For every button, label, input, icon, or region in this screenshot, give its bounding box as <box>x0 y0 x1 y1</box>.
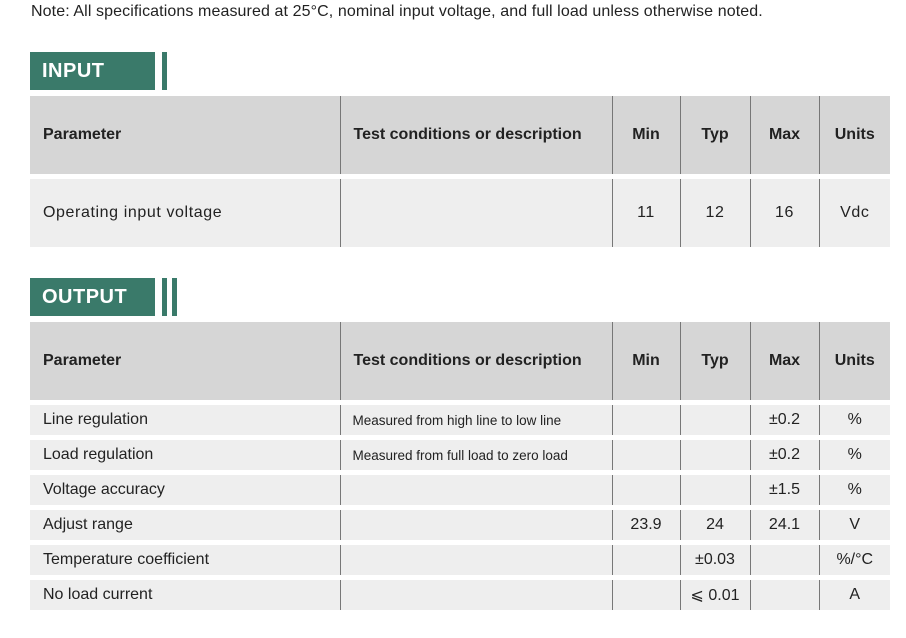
cell-typ <box>679 437 750 473</box>
table-row: Line regulation Measured from high line … <box>30 402 890 438</box>
col-header-test-conditions: Test conditions or description <box>339 96 612 177</box>
section-accent-bar <box>162 52 167 90</box>
col-header-max: Max <box>749 96 819 177</box>
table-row: No load current ⩽ 0.01 A <box>30 577 890 610</box>
cell-max: 16 <box>749 176 819 247</box>
cell-typ: ⩽ 0.01 <box>679 577 750 610</box>
cell-parameter: Temperature coefficient <box>30 542 340 578</box>
cell-typ <box>679 472 750 508</box>
cell-test-conditions <box>339 176 612 247</box>
cell-min <box>611 402 680 438</box>
cell-max <box>749 577 819 610</box>
output-section-title: OUTPUT <box>30 278 155 316</box>
col-header-typ: Typ <box>679 96 750 177</box>
col-header-units: Units <box>818 96 890 177</box>
cell-typ: 24 <box>679 507 750 543</box>
section-accent-bar <box>172 278 177 316</box>
cell-max: ±0.2 <box>749 402 819 438</box>
input-spec-table: Parameter Test conditions or description… <box>30 96 890 247</box>
cell-max: ±0.2 <box>749 437 819 473</box>
cell-parameter: Load regulation <box>30 437 340 473</box>
spec-note: Note: All specifications measured at 25°… <box>31 3 763 20</box>
col-header-parameter: Parameter <box>30 96 340 177</box>
cell-units: %/°C <box>818 542 890 578</box>
cell-test-conditions <box>339 542 612 578</box>
table-header-row: Parameter Test conditions or description… <box>30 96 890 177</box>
cell-max: 24.1 <box>749 507 819 543</box>
table-row: Load regulation Measured from full load … <box>30 437 890 473</box>
cell-parameter: No load current <box>30 577 340 610</box>
table-row: Adjust range 23.9 24 24.1 V <box>30 507 890 543</box>
cell-units: Vdc <box>818 176 890 247</box>
cell-min <box>611 577 680 610</box>
cell-units: % <box>818 472 890 508</box>
cell-parameter: Adjust range <box>30 507 340 543</box>
cell-typ <box>679 402 750 438</box>
input-section-header: INPUT <box>30 52 170 90</box>
cell-min <box>611 542 680 578</box>
output-spec-table: Parameter Test conditions or description… <box>30 322 890 610</box>
cell-test-conditions <box>339 472 612 508</box>
cell-test-conditions: Measured from full load to zero load <box>339 437 612 473</box>
cell-max: ±1.5 <box>749 472 819 508</box>
col-header-min: Min <box>611 96 680 177</box>
table-header-row: Parameter Test conditions or description… <box>30 322 890 403</box>
cell-parameter: Operating input voltage <box>30 176 340 247</box>
cell-typ: ±0.03 <box>679 542 750 578</box>
table-row: Voltage accuracy ±1.5 % <box>30 472 890 508</box>
cell-min: 23.9 <box>611 507 680 543</box>
col-header-test-conditions: Test conditions or description <box>339 322 612 403</box>
cell-test-conditions: Measured from high line to low line <box>339 402 612 438</box>
cell-max <box>749 542 819 578</box>
col-header-units: Units <box>818 322 890 403</box>
cell-test-conditions <box>339 577 612 610</box>
cell-min <box>611 472 680 508</box>
cell-min <box>611 437 680 473</box>
cell-parameter: Line regulation <box>30 402 340 438</box>
col-header-parameter: Parameter <box>30 322 340 403</box>
cell-units: A <box>818 577 890 610</box>
input-section-title: INPUT <box>30 52 155 90</box>
cell-parameter: Voltage accuracy <box>30 472 340 508</box>
cell-units: V <box>818 507 890 543</box>
cell-min: 11 <box>611 176 680 247</box>
output-section-header: OUTPUT <box>30 278 180 316</box>
cell-typ: 12 <box>679 176 750 247</box>
section-accent-bar <box>162 278 167 316</box>
cell-units: % <box>818 437 890 473</box>
col-header-min: Min <box>611 322 680 403</box>
col-header-max: Max <box>749 322 819 403</box>
cell-units: % <box>818 402 890 438</box>
col-header-typ: Typ <box>679 322 750 403</box>
table-row: Temperature coefficient ±0.03 %/°C <box>30 542 890 578</box>
cell-test-conditions <box>339 507 612 543</box>
table-row: Operating input voltage 11 12 16 Vdc <box>30 176 890 247</box>
